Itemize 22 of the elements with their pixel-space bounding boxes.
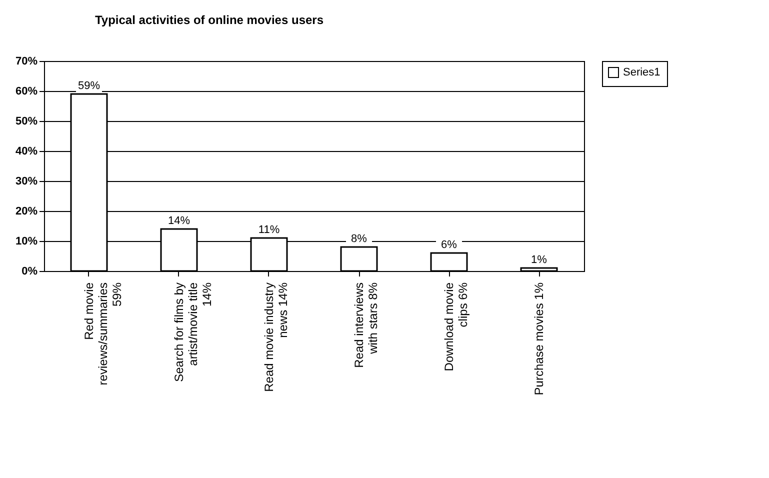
legend-label: Series1 [623,66,660,78]
y-tick-label: 60% [15,86,38,98]
x-tick-label: Red movie reviews/summaries 59% [82,282,124,386]
data-label: 1% [531,254,548,266]
x-tick-label: Read movie industry news 14% [262,282,290,392]
x-tick-label: Search for films by artist/movie title 14% [172,282,214,382]
y-tick-label: 40% [15,146,38,158]
data-label: 14% [168,215,190,227]
x-tick-label: Purchase movies 1% [532,282,546,396]
y-tick-label: 70% [15,56,38,68]
y-tick-label: 10% [15,236,38,248]
x-tick-label: Read interviews with stars 8% [352,282,380,368]
y-tick-label: 0% [22,266,38,278]
x-tick-label: Download movie clips 6% [442,282,470,372]
data-label: 11% [258,224,280,236]
data-label: 59% [78,80,100,92]
y-tick-label: 30% [15,176,38,188]
y-tick-label: 20% [15,206,38,218]
chart-title: Typical activities of online movies users [94,13,324,27]
data-label: 8% [351,233,368,245]
y-tick-label: 50% [15,116,38,128]
data-label: 6% [441,239,458,251]
